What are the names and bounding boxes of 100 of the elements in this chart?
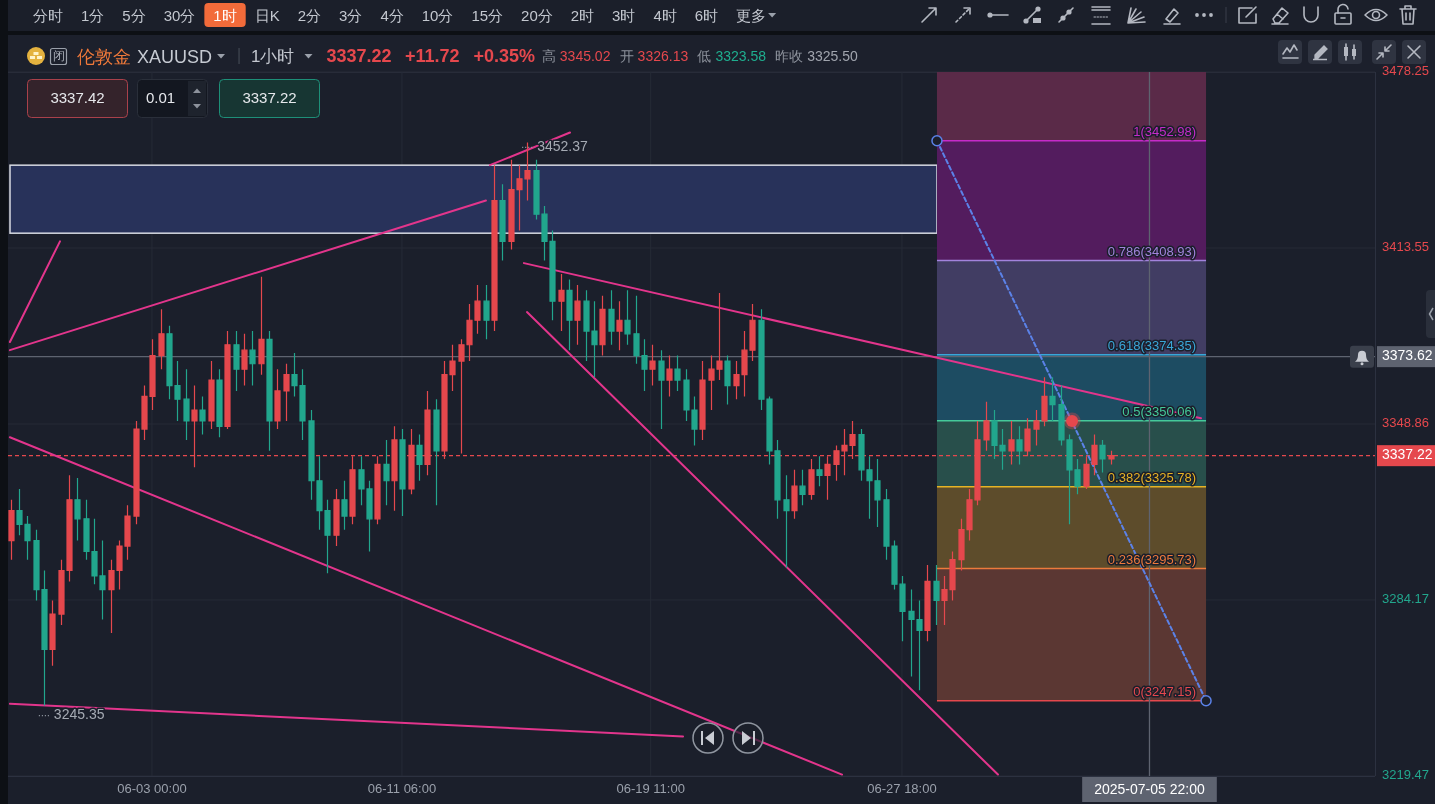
ref-line-label: 2025-07-05 22:00 <box>1094 780 1205 797</box>
candlestick <box>283 363 290 422</box>
candlestick <box>224 330 231 430</box>
candlestick <box>416 433 423 482</box>
text: +11.72 <box>404 46 460 66</box>
ref-line-label: 0.382(3325.78) <box>1107 469 1197 485</box>
candlestick <box>208 360 215 430</box>
text: 3分 <box>339 6 363 24</box>
annotation: 3337.22 <box>242 88 297 106</box>
candlestick <box>558 273 565 332</box>
candlestick <box>499 183 506 261</box>
candlestick <box>483 284 490 340</box>
text: 2时 <box>570 6 595 24</box>
ref-line-label: 1(3452.98) <box>1133 123 1197 139</box>
x-tick-label: 06-27 18:00 <box>867 781 937 797</box>
candlestick <box>1049 376 1056 422</box>
candlestick <box>924 564 931 642</box>
ref-line-label: 3337.22 <box>1382 446 1433 463</box>
candlestick <box>791 469 798 520</box>
text: 昨收 3325.50 <box>775 48 859 64</box>
text: 6时 <box>694 6 719 24</box>
point <box>1063 412 1081 430</box>
candlestick <box>724 355 731 406</box>
text: 日K <box>254 6 280 24</box>
text: 20分 <box>521 6 553 24</box>
candlestick <box>491 164 498 332</box>
text: 1分 <box>81 6 105 24</box>
annotation: 3452.37 <box>537 138 589 155</box>
candlestick <box>49 599 56 667</box>
annotation: 3337.42 <box>50 88 105 106</box>
candlestick <box>1016 425 1023 466</box>
chart-title: 伦敦金 XAUUSD <box>77 47 213 67</box>
text: 5分 <box>122 6 146 24</box>
annotation: 0.01 <box>146 88 176 106</box>
candlestick <box>258 276 265 376</box>
candlestick <box>699 360 706 441</box>
candlestick <box>433 398 440 506</box>
candlestick <box>566 278 573 351</box>
text: 开 3326.13 <box>619 48 689 64</box>
ref-line-label: 0.236(3295.73) <box>1107 551 1197 567</box>
y-tick-label: 3413.55 <box>1382 239 1429 255</box>
y-tick-label: 3478.25 <box>1382 63 1429 79</box>
candlestick <box>666 355 673 398</box>
x-tick-label: 06-11 06:00 <box>367 781 437 797</box>
text: 10分 <box>421 6 454 24</box>
candlestick <box>8 499 15 561</box>
candlestick <box>933 564 940 626</box>
text: 4时 <box>653 6 677 24</box>
text: 高 3345.02 <box>541 48 611 64</box>
candlestick <box>199 395 206 436</box>
text: 4分 <box>380 6 404 24</box>
candlestick <box>783 474 790 569</box>
chart-subtitle: 1小时 <box>251 47 295 66</box>
ref-line-label: 3373.62 <box>1382 347 1433 364</box>
candlestick <box>74 477 81 542</box>
candlestick <box>649 344 656 387</box>
candlestick <box>183 368 190 441</box>
candlestick <box>599 295 606 357</box>
candlestick <box>658 349 665 430</box>
text: 30分 <box>163 6 196 24</box>
candlestick <box>241 333 248 387</box>
candlestick <box>574 284 581 346</box>
x-tick-label: 06-03 00:00 <box>117 781 187 797</box>
annotation: 3245.35 <box>53 706 105 723</box>
candlestick <box>624 289 631 346</box>
candlestick <box>608 289 615 346</box>
candlestick <box>266 330 273 452</box>
candlestick <box>799 469 806 506</box>
candlestick <box>341 480 348 531</box>
ref-line-label: 0(3247.15) <box>1133 683 1197 699</box>
candlestick <box>816 455 823 487</box>
candlestick <box>216 368 223 438</box>
ref-line-label: 0.618(3374.35) <box>1107 337 1197 353</box>
candlestick <box>1099 439 1106 474</box>
candlestick <box>249 330 256 387</box>
candlestick <box>808 458 815 501</box>
candlestick <box>616 300 623 351</box>
text: 3337.22 <box>326 46 392 66</box>
candlestick <box>399 428 406 517</box>
text: 分时 <box>33 6 63 24</box>
y-tick-label: 3219.47 <box>1382 767 1429 783</box>
text: 2分 <box>297 6 322 24</box>
text: 3时 <box>612 6 636 24</box>
y-tick-label: 3348.86 <box>1382 415 1429 431</box>
text: 低 3323.58 <box>697 48 767 64</box>
y-tick-label: 3284.17 <box>1382 591 1429 607</box>
text: +0.35% <box>473 46 535 66</box>
point <box>931 135 943 147</box>
text: 15分 <box>471 6 504 24</box>
x-tick-label: 06-19 11:00 <box>616 781 685 797</box>
point <box>1200 694 1212 707</box>
candlestick <box>674 355 681 392</box>
candlestick <box>274 368 281 430</box>
candlestick <box>333 488 340 547</box>
text: 1时 <box>213 6 237 24</box>
candlestick <box>983 401 990 452</box>
candlestick <box>158 308 165 370</box>
text: 更多 <box>736 6 767 24</box>
candlestick <box>383 439 390 506</box>
candlestick <box>374 455 381 525</box>
